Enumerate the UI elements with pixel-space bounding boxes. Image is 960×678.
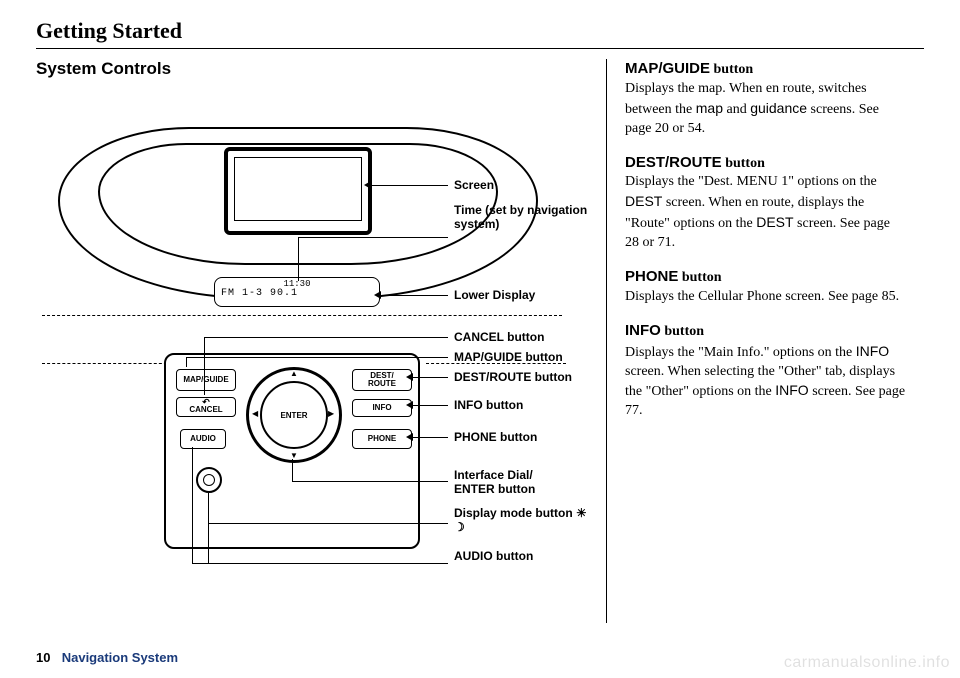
dial-left-icon: ◀ xyxy=(252,409,258,418)
callout-lower: Lower Display xyxy=(454,288,535,302)
leader-info xyxy=(412,405,448,406)
callout-info: INFO button xyxy=(454,398,523,412)
para-info: INFO button Displays the "Main Info." op… xyxy=(625,321,906,421)
interface-dial-enter xyxy=(260,381,328,449)
callout-dial: Interface Dial/ ENTER button xyxy=(454,468,594,497)
arrow-dest xyxy=(406,373,413,381)
callout-screen: Screen xyxy=(454,178,494,192)
leader-mode-h xyxy=(208,523,448,524)
callout-mapguide: MAP/GUIDE button xyxy=(454,350,563,364)
right-column: MAP/GUIDE button Displays the map. When … xyxy=(606,59,906,623)
leader-time-v xyxy=(298,237,299,281)
destroute-title-suffix: button xyxy=(722,156,765,171)
destroute-sans2: DEST xyxy=(756,214,793,230)
callout-cancel: CANCEL button xyxy=(454,330,544,344)
dial-right-icon: ▶ xyxy=(328,409,334,418)
para-phone: PHONE button Displays the Cellular Phone… xyxy=(625,267,906,307)
leader-dial-h xyxy=(292,481,448,482)
para-destroute: DEST/ROUTE button Displays the "Dest. ME… xyxy=(625,153,906,253)
info-body1: Displays the "Main Info." options on the xyxy=(625,345,856,360)
leader-dial-v xyxy=(292,459,293,481)
leader-audio-h xyxy=(192,563,448,564)
info-title: INFO xyxy=(625,322,661,339)
page-title: Getting Started xyxy=(36,18,924,49)
mapguide-title-suffix: button xyxy=(710,62,753,77)
arrow-lower xyxy=(374,291,381,299)
info-sans1: INFO xyxy=(856,343,889,359)
lower-display-radio: FM 1-3 90.1 xyxy=(221,289,373,299)
audio-button: AUDIO xyxy=(180,429,226,449)
leader-phone xyxy=(412,437,448,438)
callout-phone: PHONE button xyxy=(454,430,537,444)
phone-title-suffix: button xyxy=(678,270,721,285)
separator-2-left xyxy=(42,363,172,364)
mapguide-sans2: guidance xyxy=(750,100,807,116)
leader-mapguide-h xyxy=(186,357,448,358)
callout-destroute: DEST/ROUTE button xyxy=(454,370,572,384)
content-columns: System Controls 11:30 FM 1-3 90.1 MAP/ xyxy=(36,59,924,623)
para-mapguide: MAP/GUIDE button Displays the map. When … xyxy=(625,59,906,139)
leader-audio-v xyxy=(192,447,193,563)
arrow-info xyxy=(406,401,413,409)
phone-title: PHONE xyxy=(625,268,678,285)
watermark: carmanualsonline.info xyxy=(784,654,950,672)
leader-cancel-v xyxy=(204,337,205,395)
leader-mapguide-v xyxy=(186,357,187,367)
footer: 10 Navigation System xyxy=(36,650,178,666)
callout-time: Time (set by navigation system) xyxy=(454,203,594,232)
mapguide-button: MAP/GUIDE xyxy=(176,369,236,391)
page: Getting Started System Controls 11:30 FM… xyxy=(0,0,960,678)
leader-mode-v xyxy=(208,493,209,563)
dial-up-icon: ▲ xyxy=(290,369,298,378)
mapguide-title: MAP/GUIDE xyxy=(625,60,710,77)
cancel-button: ↶ CANCEL xyxy=(176,397,236,417)
destroute-body1: Displays the "Dest. MENU 1" options on t… xyxy=(625,174,877,189)
destroute-sans1: DEST xyxy=(625,193,662,209)
leader-screen xyxy=(370,185,448,186)
callout-audio: AUDIO button xyxy=(454,549,533,563)
mapguide-sans1: map xyxy=(696,100,723,116)
callout-mode: Display mode button ☀ ☽ xyxy=(454,506,594,535)
leader-time-h xyxy=(298,237,448,238)
phone-button: PHONE xyxy=(352,429,412,449)
arrow-phone xyxy=(406,433,413,441)
leader-dest xyxy=(412,377,448,378)
info-title-suffix: button xyxy=(661,324,704,339)
leader-lower xyxy=(380,295,448,296)
nav-screen-inner xyxy=(234,157,362,221)
page-number: 10 xyxy=(36,650,50,665)
display-mode-knob xyxy=(196,467,222,493)
info-sans2: INFO xyxy=(775,382,808,398)
footer-label: Navigation System xyxy=(62,650,178,665)
arrow-screen xyxy=(364,181,371,189)
left-column: System Controls 11:30 FM 1-3 90.1 MAP/ xyxy=(36,59,606,623)
mapguide-body2: and xyxy=(723,102,750,117)
separator-1 xyxy=(42,315,562,316)
diagram-area: 11:30 FM 1-3 90.1 MAP/GUIDE ↶ CANCEL AUD… xyxy=(36,85,596,625)
info-button: INFO xyxy=(352,399,412,417)
nav-screen xyxy=(224,147,372,235)
dest-route-button: DEST/ ROUTE xyxy=(352,369,412,391)
control-panel: MAP/GUIDE ↶ CANCEL AUDIO DEST/ ROUTE INF… xyxy=(164,353,420,549)
cancel-button-label: CANCEL xyxy=(189,406,222,414)
phone-body: Displays the Cellular Phone screen. See … xyxy=(625,289,899,304)
leader-cancel-h xyxy=(204,337,448,338)
lower-display: 11:30 FM 1-3 90.1 xyxy=(214,277,380,307)
destroute-title: DEST/ROUTE xyxy=(625,154,722,171)
section-title: System Controls xyxy=(36,59,606,79)
